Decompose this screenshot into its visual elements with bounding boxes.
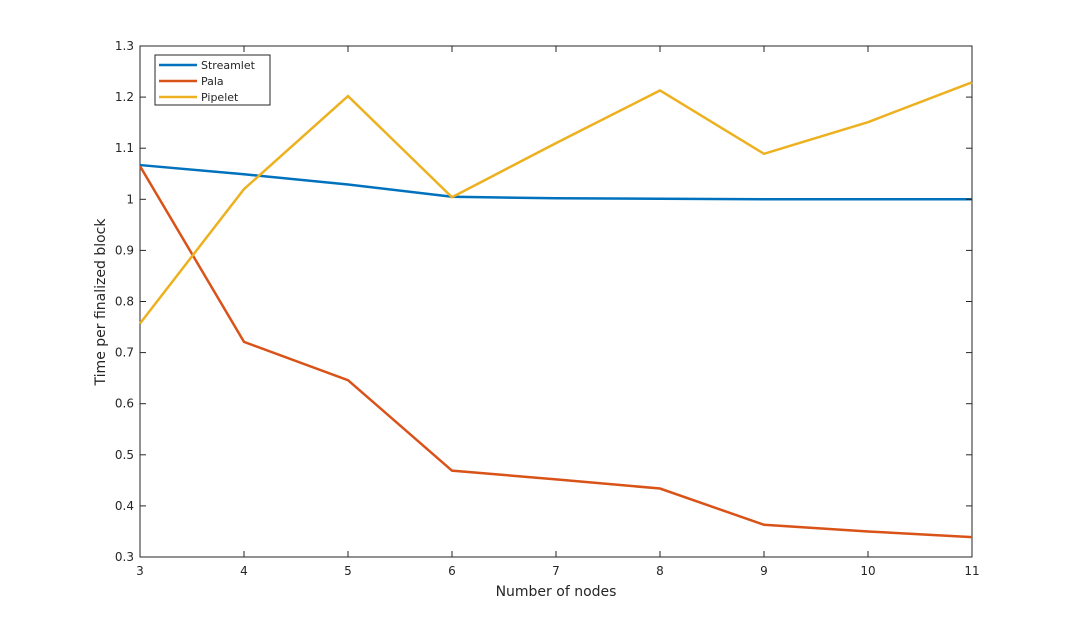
x-tick-label: 6 [448,564,456,578]
x-tick-label: 8 [656,564,664,578]
x-tick-label: 9 [760,564,768,578]
y-tick-label: 0.5 [115,448,134,462]
x-axis-title: Number of nodes [496,584,617,600]
x-tick-label: 5 [344,564,352,578]
y-tick-label: 1.3 [115,39,134,53]
y-tick-label: 0.8 [115,295,134,309]
y-tick-label: 0.4 [115,499,134,513]
legend: Streamlet Pala Pipelet [154,54,271,106]
y-tick-label: 0.6 [115,397,134,411]
series-line-pipelet [139,81,973,325]
y-axis-title: Time per finalized block [93,218,109,387]
y-tick-label: 0.3 [115,550,134,564]
x-tick-label: 3 [136,564,144,578]
y-tick-label: 0.7 [115,346,134,360]
y-tick-label: 1.1 [115,141,134,155]
x-tick-label: 11 [964,564,979,578]
x-tick-label: 10 [860,564,875,578]
series-line-pala [138,165,973,539]
series-lines [138,81,973,539]
plot-frame [139,45,973,558]
legend-label-pala: Pala [201,75,224,88]
y-tick-label: 0.9 [115,243,134,257]
series-line-streamlet [139,163,972,201]
plot-area [139,45,973,558]
x-tick-label: 7 [552,564,560,578]
legend-label-streamlet: Streamlet [201,59,256,72]
axis-ticks: 3 4 5 6 7 8 9 10 11 0.3 0.4 0.5 0.6 0.7 0.8 0.9 1 1.1 1.2 1… [115,39,980,578]
y-tick-label: 1.2 [115,90,134,104]
y-tick-label: 1 [126,192,134,206]
legend-label-pipelet: Pipelet [201,91,239,104]
x-tick-label: 4 [240,564,248,578]
